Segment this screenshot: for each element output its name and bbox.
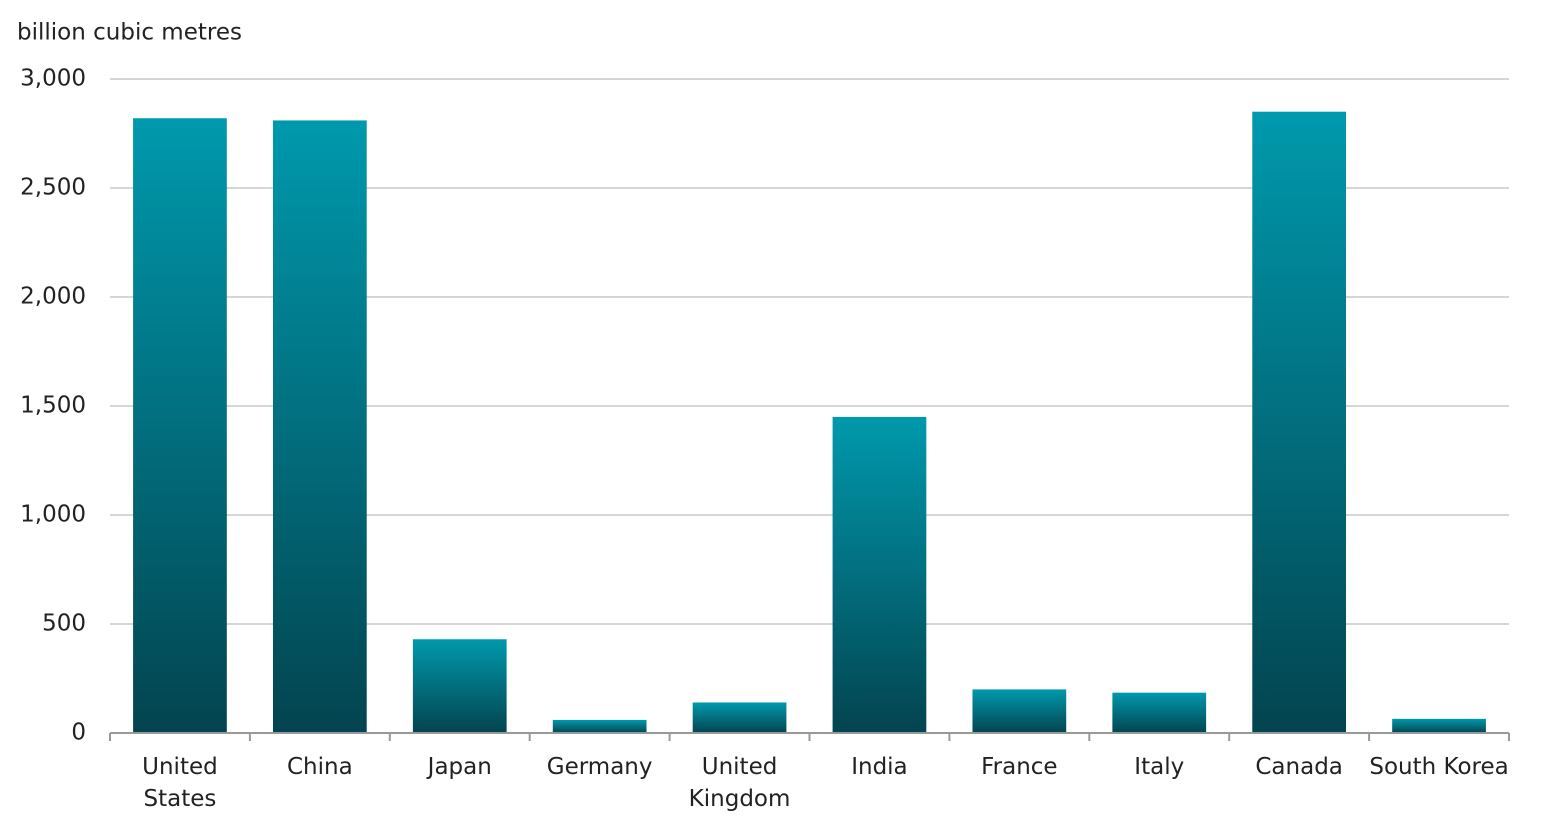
x-tick-label: Germany bbox=[546, 754, 653, 780]
bar bbox=[133, 118, 227, 734]
y-tick-label: 1,500 bbox=[20, 393, 86, 419]
y-tick-label: 2,500 bbox=[20, 175, 86, 201]
x-tick-label: France bbox=[981, 754, 1058, 780]
x-tick-label: United Kingdom bbox=[688, 754, 791, 812]
bar bbox=[692, 702, 787, 733]
x-tick-label: South Korea bbox=[1369, 754, 1509, 780]
y-tick-label: 2,000 bbox=[20, 284, 86, 310]
bar bbox=[272, 120, 367, 734]
y-tick-label: 0 bbox=[71, 720, 86, 746]
axis-unit-title: billion cubic metres bbox=[17, 20, 242, 46]
bar bbox=[1112, 692, 1207, 733]
y-tick-label: 1,000 bbox=[20, 502, 86, 528]
x-tick-label: United States bbox=[142, 754, 218, 812]
bar bbox=[972, 689, 1067, 733]
y-tick-label: 500 bbox=[42, 611, 86, 637]
bar bbox=[1252, 111, 1347, 733]
x-tick-label: China bbox=[286, 754, 353, 780]
x-tick-label: Japan bbox=[427, 754, 492, 780]
x-tick-label: Canada bbox=[1255, 754, 1343, 780]
bar bbox=[412, 639, 507, 733]
bar bbox=[552, 719, 647, 733]
y-tick-label: 3,000 bbox=[20, 66, 86, 92]
bar bbox=[832, 416, 927, 733]
x-tick-label: India bbox=[851, 754, 908, 780]
bar bbox=[1392, 718, 1486, 733]
x-tick-label: Italy bbox=[1134, 754, 1185, 780]
